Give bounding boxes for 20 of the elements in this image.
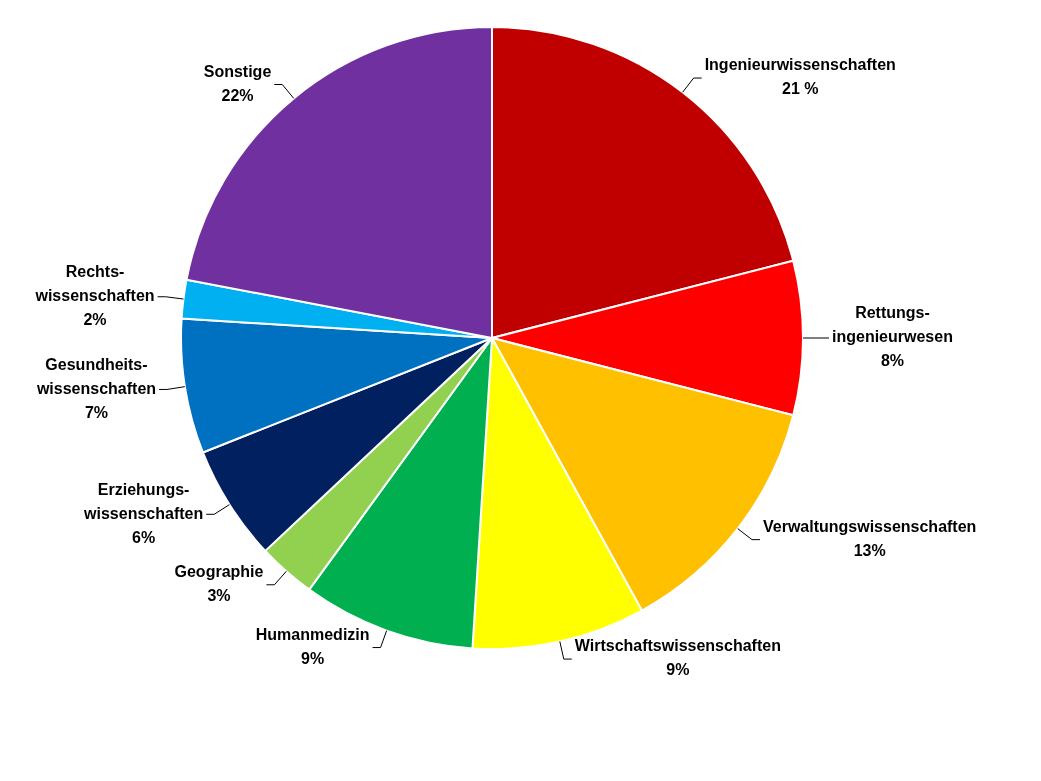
data-label: 22% [221,86,254,104]
slice-label: Geographie [174,563,264,581]
data-label: 6% [132,528,156,546]
slice-label: Humanmedizin [255,625,370,643]
data-label: 21 % [781,80,819,98]
slice-label: Verwaltungswissenschaften [762,518,977,536]
data-label: 9% [666,661,690,679]
data-label: 8% [880,352,905,370]
data-label: 7% [84,403,109,421]
data-label: 9% [301,649,325,667]
data-label: 3% [207,587,231,605]
data-label: 13% [853,542,886,560]
slice-label: Wirtschaftswissenschaften [574,637,781,655]
slice-label: Gesundheits- wissenschaften [35,355,157,397]
slice-label: Sonstige [203,62,272,80]
slice-label: Rettungs- ingenieurwesen [832,304,953,346]
slice-label: Erziehungs- wissenschaften [83,480,204,522]
data-label: 2% [83,311,107,329]
slice-label: Rechts- wissenschaften [34,263,155,305]
slice-label: Ingenieurwissenschaften [704,56,896,74]
